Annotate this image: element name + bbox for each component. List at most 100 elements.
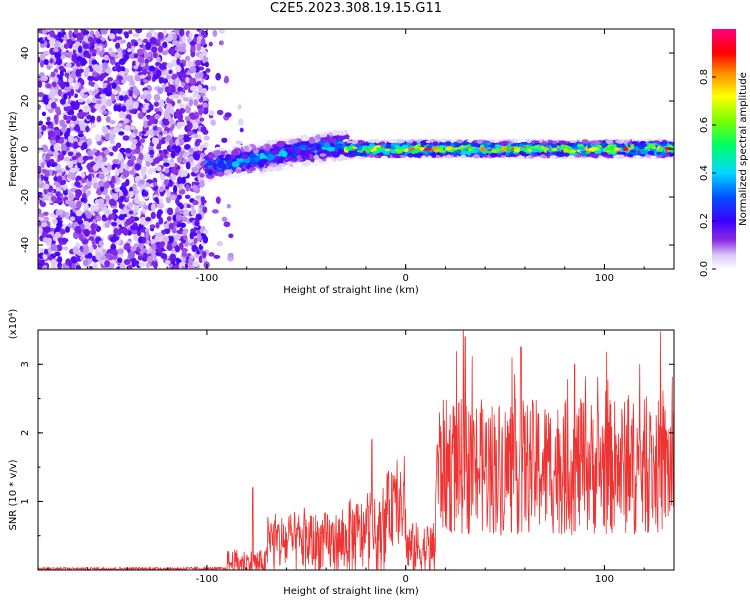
heatmap-cell (200, 30, 206, 36)
heatmap-cell (109, 134, 115, 142)
heatmap-cell (158, 75, 164, 84)
heatmap-cell (142, 38, 149, 43)
heatmap-cell (216, 171, 225, 177)
heatmap-cell (71, 155, 77, 161)
heatmap-cell (166, 74, 172, 80)
heatmap-cell (134, 101, 139, 109)
heatmap-cell (178, 46, 186, 53)
heatmap-cell (166, 243, 173, 251)
heatmap-cell (146, 255, 153, 263)
heatmap-cell (42, 265, 48, 269)
heatmap-cell (216, 109, 224, 116)
heatmap-cell (208, 110, 215, 116)
heatmap-cell (189, 77, 194, 84)
heatmap-cell (43, 183, 50, 190)
heatmap-cell (202, 251, 207, 259)
heatmap-cell (130, 155, 137, 162)
heatmap-cell (77, 133, 84, 138)
heatmap-cell (46, 116, 51, 122)
heatmap-cell (121, 186, 127, 193)
heatmap-cell (103, 126, 109, 135)
heatmap-cell (121, 105, 127, 112)
heatmap-cell (183, 235, 188, 241)
heatmap-cell (151, 243, 157, 250)
heatmap-cell (183, 151, 191, 157)
heatmap-cell (56, 190, 61, 198)
heatmap-cell (140, 200, 146, 206)
heatmap-cell (47, 255, 53, 261)
heatmap-cell (288, 139, 297, 144)
heatmap-cell (227, 252, 234, 258)
heatmap-cell (74, 189, 80, 194)
heatmap-cell (154, 107, 159, 113)
heatmap-cell (174, 145, 182, 153)
heatmap-cell (55, 198, 63, 203)
heatmap-cell (153, 101, 160, 107)
heatmap-cell (187, 60, 194, 68)
heatmap-cell (93, 83, 99, 90)
heatmap-cell (223, 221, 231, 228)
heatmap-cell (118, 203, 124, 209)
heatmap-cell (67, 190, 72, 195)
heatmap-cell (101, 248, 107, 255)
heatmap-cell (124, 242, 131, 250)
heatmap-cell (190, 50, 196, 58)
heatmap-cell (106, 84, 112, 90)
heatmap-cell (158, 45, 163, 53)
heatmap-cell (106, 98, 113, 107)
heatmap-cell (170, 194, 177, 201)
heatmap-cell (163, 149, 168, 154)
heatmap-cell (168, 47, 175, 55)
heatmap-cell (94, 134, 102, 142)
heatmap-cell (49, 58, 54, 64)
heatmap-cell (133, 234, 138, 242)
heatmap-cell (48, 90, 56, 99)
heatmap-cell (188, 155, 194, 163)
heatmap-cell (196, 229, 202, 235)
heatmap-cell (139, 138, 146, 144)
heatmap-cell (109, 236, 117, 243)
heatmap-cell (85, 125, 90, 133)
heatmap-cell (77, 98, 84, 103)
heatmap-cell (281, 150, 288, 157)
heatmap-cell (133, 65, 139, 70)
heatmap-cell (76, 33, 84, 41)
heatmap-cell (171, 166, 177, 175)
heatmap-cell (92, 64, 100, 72)
heatmap-cell (90, 107, 96, 113)
heatmap-cell (110, 244, 117, 251)
heatmap-cell (39, 53, 46, 62)
heatmap-cell (189, 66, 197, 74)
heatmap-cell (108, 33, 116, 40)
heatmap-cell (38, 191, 43, 197)
heatmap-cell (169, 253, 177, 262)
heatmap-cell (132, 209, 137, 215)
heatmap-cell (90, 223, 97, 231)
heatmap-cell (63, 157, 71, 162)
heatmap-cell (187, 130, 194, 136)
heatmap-cell (70, 122, 75, 128)
heatmap-cell (205, 68, 211, 73)
heatmap-cell (41, 144, 49, 153)
heatmap-cell (54, 106, 60, 114)
heatmap-cell (91, 52, 97, 57)
heatmap-cell (58, 65, 65, 71)
heatmap-cell (176, 229, 183, 234)
heatmap-cell (139, 220, 147, 225)
heatmap-cell (319, 133, 328, 138)
heatmap-cell (59, 69, 64, 78)
heatmap-cell (173, 185, 178, 193)
heatmap-cell (157, 247, 162, 254)
heatmap-cell (159, 173, 165, 181)
heatmap-cell (55, 187, 62, 192)
heatmap-cell (142, 116, 148, 122)
heatmap-cell (85, 98, 92, 104)
heatmap-cell (112, 89, 119, 95)
heatmap-cell (63, 43, 70, 49)
heatmap-cell (126, 41, 132, 50)
heatmap-cell (134, 197, 140, 204)
heatmap-cell (96, 115, 102, 123)
heatmap-cell (91, 239, 97, 246)
heatmap-cell (44, 194, 49, 200)
heatmap-cell (169, 139, 174, 147)
